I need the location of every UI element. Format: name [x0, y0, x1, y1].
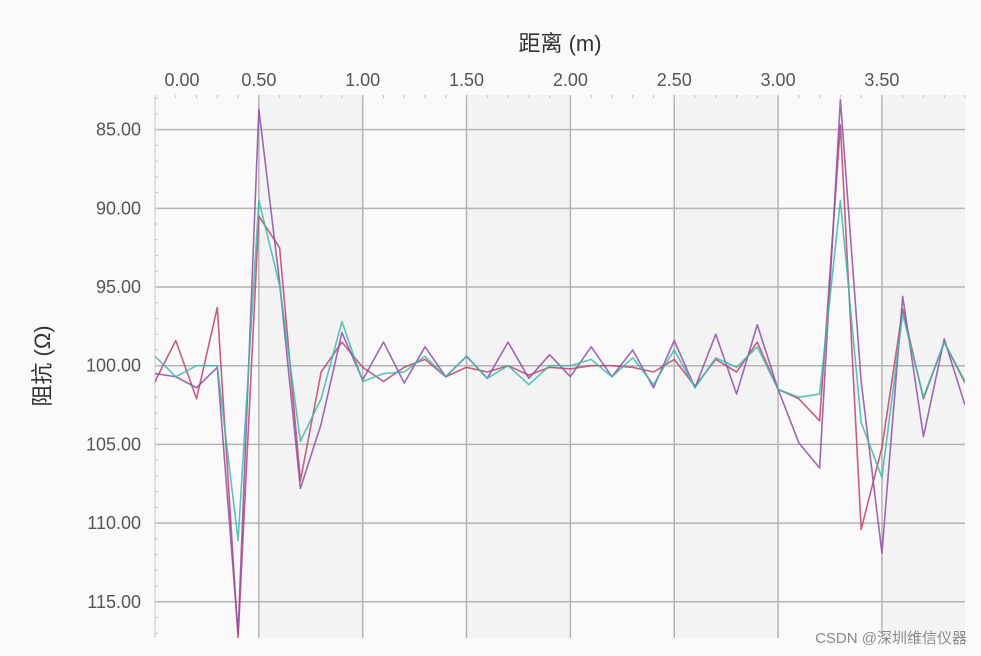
- x-tick-label: 0.50: [241, 70, 276, 90]
- y-tick-label: 115.00: [87, 592, 141, 612]
- x-tick-label: 1.00: [345, 70, 380, 90]
- plot-band: [258, 95, 363, 638]
- x-tick-label: 2.50: [657, 70, 692, 90]
- series-line-3: [155, 199, 965, 542]
- y-tick-label: 90.00: [96, 198, 141, 218]
- y-tick-label: 105.00: [86, 434, 141, 454]
- y-tick-label: 85.00: [96, 120, 141, 140]
- y-tick-label: 95.00: [96, 277, 141, 297]
- y-axis-title: 阻抗 (Ω): [30, 325, 55, 406]
- plot-band: [778, 95, 882, 638]
- x-tick-label: 2.00: [553, 70, 588, 90]
- x-tick-label: 3.00: [761, 70, 796, 90]
- watermark: CSDN @深圳维信仪器: [815, 630, 967, 647]
- y-tick-label: 110.00: [87, 513, 141, 533]
- x-tick-label: 1.50: [449, 70, 484, 90]
- x-tick-label: 3.50: [864, 70, 899, 90]
- x-tick-label: 0.00: [164, 70, 199, 90]
- y-tick-label: 100.00: [86, 356, 141, 376]
- x-axis-title: 距离 (m): [518, 31, 601, 56]
